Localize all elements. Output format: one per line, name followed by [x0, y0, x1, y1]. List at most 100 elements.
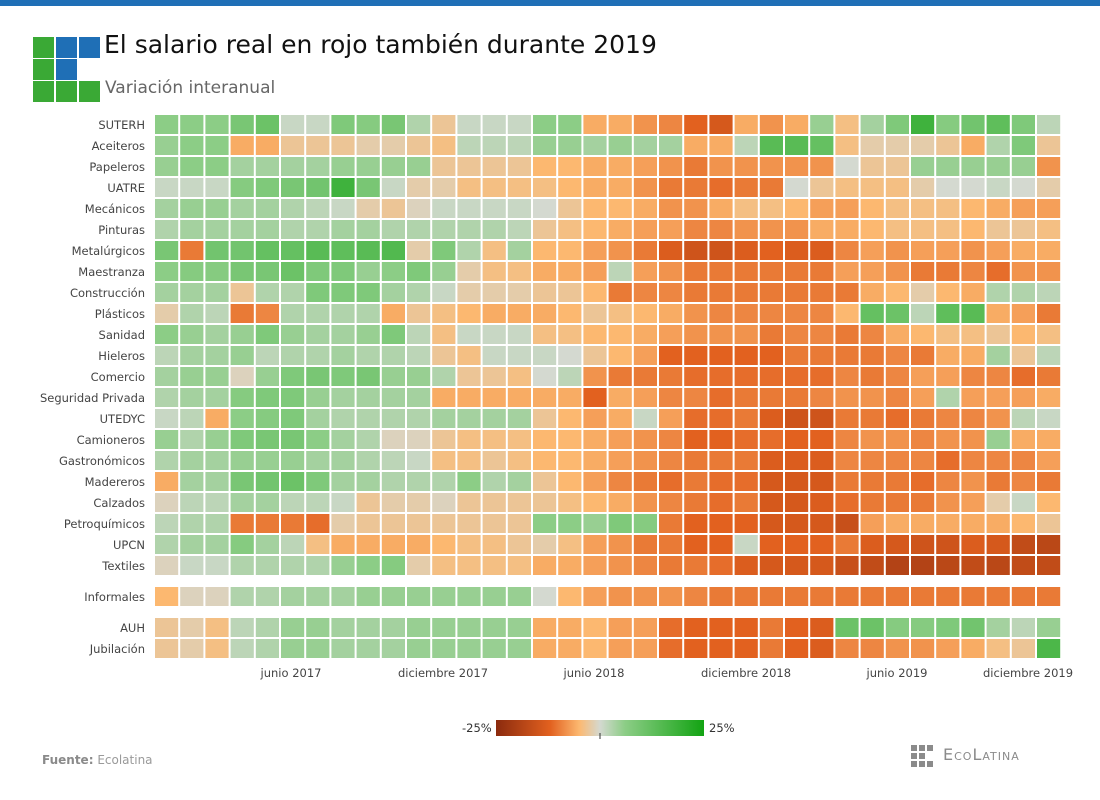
heatmap-cell	[230, 346, 254, 365]
heatmap-cell	[885, 451, 909, 470]
heatmap-cell	[407, 262, 431, 281]
heatmap-cell	[407, 556, 431, 575]
heatmap-cell	[255, 409, 279, 428]
heatmap-cell	[356, 199, 380, 218]
heatmap-cell	[759, 136, 783, 155]
heatmap-cell	[835, 556, 859, 575]
heatmap-cell	[608, 304, 632, 323]
heatmap-cell	[608, 639, 632, 658]
heatmap-cell	[180, 367, 204, 386]
row-label: Seguridad Privada	[39, 391, 145, 405]
heatmap-cell	[684, 430, 708, 449]
heatmap-cell	[860, 367, 884, 386]
heatmap-cell	[709, 178, 733, 197]
heatmap-cell	[835, 199, 859, 218]
heatmap-cell	[583, 199, 607, 218]
heatmap-cell	[205, 157, 229, 176]
heatmap-cell	[180, 262, 204, 281]
heatmap-cell	[785, 472, 809, 491]
heatmap-cell	[558, 178, 582, 197]
heatmap-cell	[885, 346, 909, 365]
heatmap-cell	[381, 220, 405, 239]
heatmap-cell	[381, 430, 405, 449]
heatmap-cell	[583, 587, 607, 606]
heatmap-cell	[432, 367, 456, 386]
heatmap-cell	[1011, 367, 1035, 386]
heatmap-cell	[1011, 304, 1035, 323]
heatmap-cell	[810, 199, 834, 218]
heatmap-cell	[885, 388, 909, 407]
logo-square	[56, 81, 77, 102]
heatmap-cell	[633, 639, 657, 658]
heatmap-cell	[759, 220, 783, 239]
x-tick-label: diciembre 2019	[982, 666, 1074, 680]
heatmap-cell	[759, 325, 783, 344]
heatmap-cell	[1011, 535, 1035, 554]
heatmap-cell	[734, 262, 758, 281]
heatmap-cell	[558, 535, 582, 554]
heatmap-cell	[180, 136, 204, 155]
heatmap-cell	[835, 220, 859, 239]
heatmap-cell	[709, 430, 733, 449]
heatmap-cell	[205, 493, 229, 512]
logo-square	[33, 59, 54, 80]
heatmap-cell	[281, 472, 305, 491]
heatmap-cell	[835, 639, 859, 658]
heatmap-cell	[734, 493, 758, 512]
heatmap-cell	[709, 241, 733, 260]
heatmap-cell	[457, 325, 481, 344]
heatmap-cell	[633, 115, 657, 134]
heatmap-cell	[180, 346, 204, 365]
heatmap-cell	[331, 367, 355, 386]
heatmap-cell	[482, 367, 506, 386]
heatmap-cell	[482, 304, 506, 323]
heatmap-cell	[205, 587, 229, 606]
heatmap-cell	[961, 514, 985, 533]
heatmap-cell	[457, 262, 481, 281]
heatmap-cell	[482, 472, 506, 491]
heatmap-cell	[734, 535, 758, 554]
heatmap-cell	[306, 199, 330, 218]
heatmap-cell	[306, 115, 330, 134]
heatmap-cell	[356, 325, 380, 344]
heatmap-cell	[180, 199, 204, 218]
heatmap-cell	[885, 262, 909, 281]
heatmap-cell	[230, 472, 254, 491]
heatmap-cell	[306, 346, 330, 365]
heatmap-cell	[961, 618, 985, 637]
heatmap-cell	[281, 262, 305, 281]
heatmap-cell	[482, 430, 506, 449]
heatmap-cell	[759, 115, 783, 134]
heatmap-cell	[684, 283, 708, 302]
heatmap-cell	[432, 618, 456, 637]
heatmap-cell	[709, 115, 733, 134]
heatmap-cell	[306, 388, 330, 407]
heatmap-cell	[331, 388, 355, 407]
heatmap-cell	[759, 472, 783, 491]
heatmap-cell	[407, 618, 431, 637]
heatmap-cell	[633, 409, 657, 428]
heatmap-cell	[558, 556, 582, 575]
heatmap-cell	[155, 472, 179, 491]
heatmap-cell	[684, 556, 708, 575]
heatmap-cell	[911, 199, 935, 218]
heatmap-cell	[180, 618, 204, 637]
heatmap-cell	[911, 514, 935, 533]
heatmap-cell	[860, 283, 884, 302]
heatmap-cell	[911, 618, 935, 637]
heatmap-cell	[205, 472, 229, 491]
heatmap-cell	[961, 346, 985, 365]
heatmap-cell	[709, 262, 733, 281]
x-tick-label: diciembre 2018	[700, 666, 792, 680]
heatmap-cell	[659, 587, 683, 606]
heatmap-cell	[507, 346, 531, 365]
heatmap-cell	[1037, 136, 1061, 155]
heatmap-cell	[633, 514, 657, 533]
heatmap-cell	[734, 409, 758, 428]
heatmap-cell	[911, 587, 935, 606]
heatmap-cell	[659, 472, 683, 491]
heatmap-cell	[759, 493, 783, 512]
heatmap-cell	[281, 556, 305, 575]
heatmap-cell	[860, 304, 884, 323]
heatmap-cell	[281, 115, 305, 134]
